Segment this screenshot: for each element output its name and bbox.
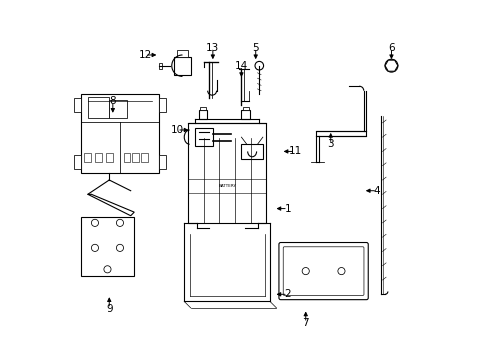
Bar	[198, 111, 207, 119]
Text: 5: 5	[252, 43, 259, 53]
Text: 4: 4	[374, 186, 380, 196]
Bar	[88, 97, 109, 118]
Bar	[200, 107, 206, 111]
Bar	[95, 153, 102, 162]
Text: 7: 7	[302, 318, 309, 328]
Bar	[159, 155, 167, 169]
Bar	[243, 107, 248, 111]
Circle shape	[255, 62, 264, 70]
Circle shape	[389, 63, 394, 68]
Circle shape	[385, 59, 398, 72]
Bar	[81, 217, 134, 276]
Bar	[106, 153, 113, 162]
Circle shape	[92, 219, 98, 226]
Bar	[242, 111, 250, 119]
Text: 8: 8	[110, 96, 116, 107]
Bar	[242, 144, 263, 158]
Text: 2: 2	[285, 289, 291, 299]
Circle shape	[104, 266, 111, 273]
Bar	[177, 50, 188, 57]
Text: 6: 6	[388, 43, 395, 53]
Bar	[173, 57, 192, 75]
Text: 9: 9	[106, 303, 113, 314]
Bar	[195, 128, 213, 146]
Polygon shape	[88, 194, 134, 216]
Bar	[132, 153, 139, 162]
Bar	[109, 100, 127, 118]
Circle shape	[117, 244, 123, 251]
Circle shape	[117, 219, 123, 226]
Text: 1: 1	[285, 203, 291, 213]
Bar	[74, 98, 81, 112]
Bar	[123, 153, 130, 162]
Bar	[81, 94, 159, 173]
Bar	[159, 98, 167, 112]
Text: 11: 11	[289, 147, 302, 157]
Text: 3: 3	[327, 139, 334, 149]
Bar	[84, 153, 92, 162]
Text: 13: 13	[206, 43, 220, 53]
Bar	[159, 63, 162, 68]
Text: BATTERY: BATTERY	[218, 184, 236, 188]
Bar	[74, 155, 81, 169]
FancyBboxPatch shape	[283, 247, 364, 296]
Circle shape	[302, 267, 309, 275]
FancyBboxPatch shape	[279, 243, 368, 300]
Text: 12: 12	[138, 50, 151, 60]
Text: 10: 10	[171, 125, 184, 135]
Bar	[188, 123, 267, 223]
Text: 14: 14	[235, 61, 248, 71]
Circle shape	[338, 267, 345, 275]
Circle shape	[92, 244, 98, 251]
Bar	[142, 153, 148, 162]
